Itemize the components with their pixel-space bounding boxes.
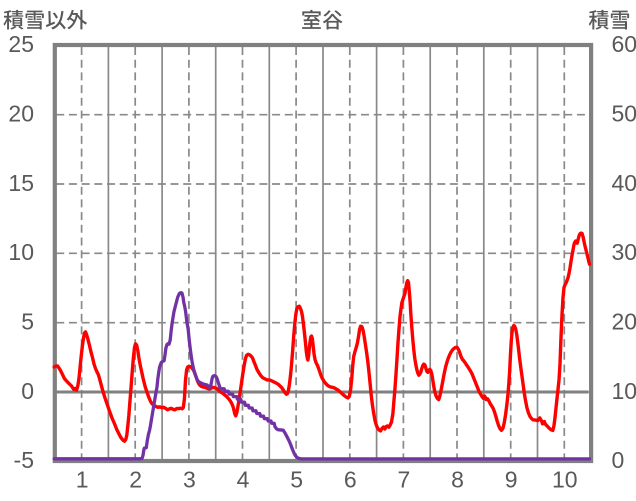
svg-text:60: 60 — [612, 31, 636, 57]
svg-text:40: 40 — [612, 170, 636, 196]
svg-text:2: 2 — [129, 467, 142, 493]
svg-text:0: 0 — [21, 378, 34, 404]
svg-text:50: 50 — [612, 101, 636, 127]
svg-text:5: 5 — [21, 309, 34, 335]
svg-text:8: 8 — [451, 467, 464, 493]
svg-text:10: 10 — [8, 239, 34, 265]
svg-text:25: 25 — [8, 31, 34, 57]
svg-text:4: 4 — [237, 467, 250, 493]
svg-text:10: 10 — [612, 378, 636, 404]
svg-text:6: 6 — [344, 467, 357, 493]
svg-text:1: 1 — [76, 467, 89, 493]
svg-text:20: 20 — [8, 101, 34, 127]
svg-text:20: 20 — [612, 309, 636, 335]
svg-text:30: 30 — [612, 239, 636, 265]
svg-text:-5: -5 — [14, 447, 34, 473]
svg-text:9: 9 — [505, 467, 518, 493]
svg-text:15: 15 — [8, 170, 34, 196]
svg-text:7: 7 — [398, 467, 411, 493]
svg-text:10: 10 — [552, 467, 578, 493]
svg-text:0: 0 — [612, 447, 625, 473]
svg-text:3: 3 — [183, 467, 196, 493]
svg-text:5: 5 — [290, 467, 303, 493]
